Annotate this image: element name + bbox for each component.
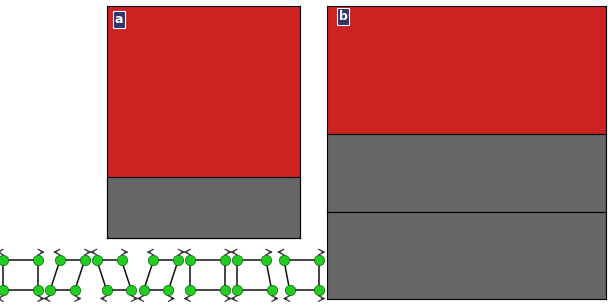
- Point: [80, 258, 89, 263]
- Point: [92, 258, 102, 263]
- Point: [233, 258, 242, 263]
- Point: [279, 258, 289, 263]
- Point: [220, 288, 230, 293]
- Point: [70, 288, 80, 293]
- Point: [0, 258, 8, 263]
- Point: [0, 288, 8, 293]
- Point: [285, 288, 294, 293]
- Point: [261, 258, 271, 263]
- Point: [220, 258, 230, 263]
- Point: [185, 288, 195, 293]
- Point: [163, 288, 173, 293]
- Text: b: b: [338, 10, 348, 23]
- Point: [173, 258, 183, 263]
- Point: [313, 258, 323, 263]
- Point: [139, 288, 149, 293]
- Point: [127, 288, 136, 293]
- Point: [102, 288, 111, 293]
- Point: [149, 258, 159, 263]
- Point: [45, 288, 55, 293]
- Text: a: a: [115, 13, 123, 26]
- Point: [233, 288, 242, 293]
- Point: [33, 288, 43, 293]
- Point: [117, 258, 127, 263]
- Point: [55, 258, 65, 263]
- Point: [313, 288, 323, 293]
- Point: [33, 258, 43, 263]
- Point: [267, 288, 277, 293]
- Point: [185, 258, 195, 263]
